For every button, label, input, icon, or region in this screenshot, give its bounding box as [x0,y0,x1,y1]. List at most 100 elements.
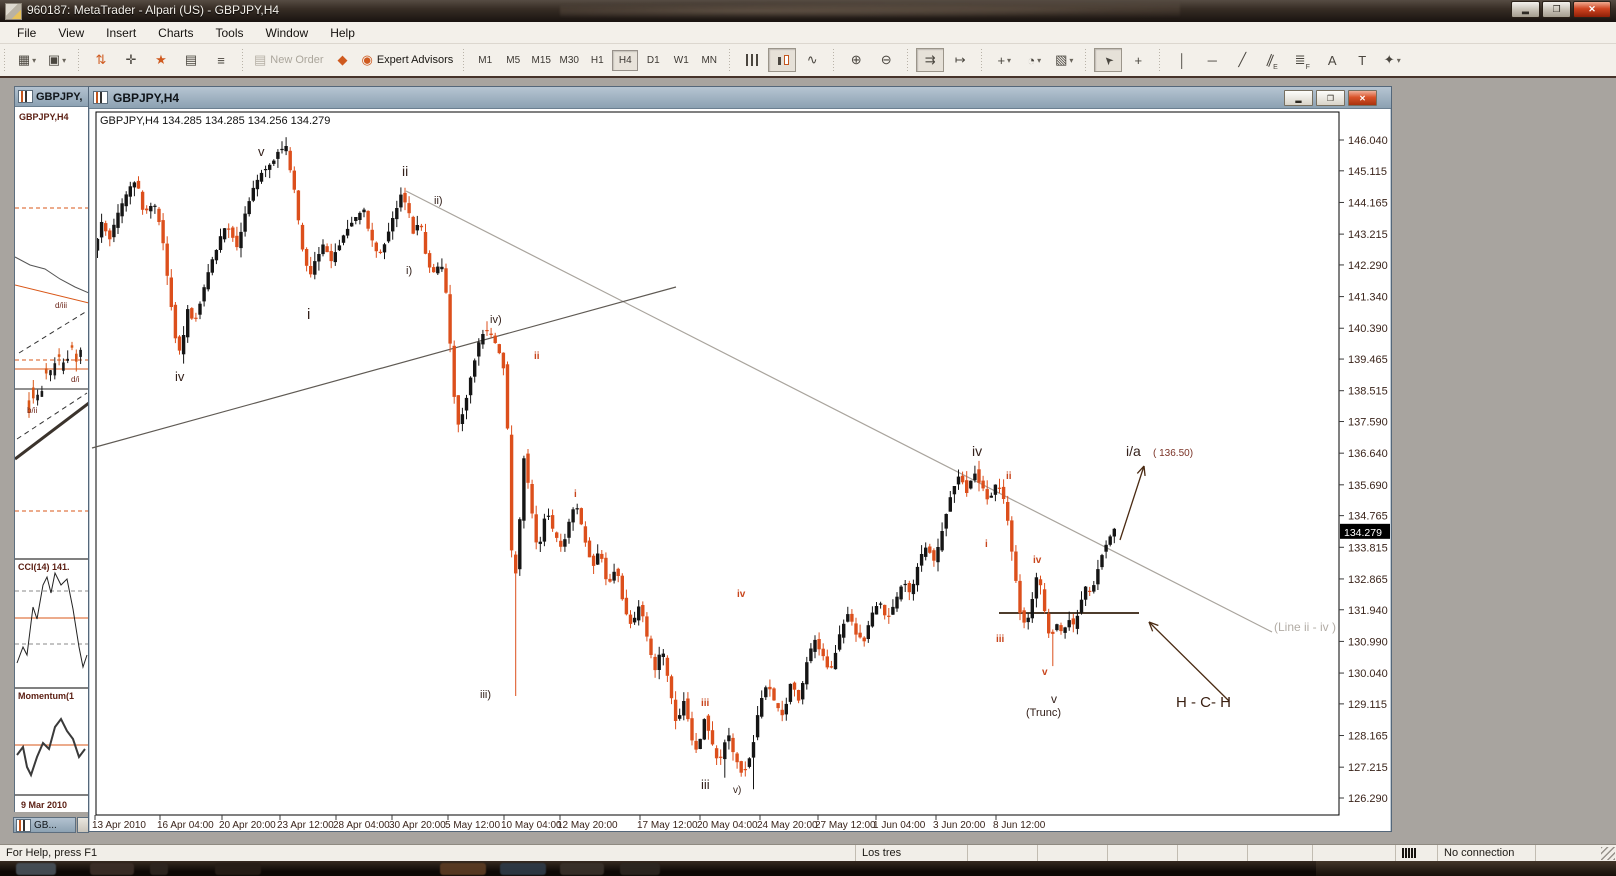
auto-scroll-button[interactable]: ⇉ [916,48,945,72]
vertical-line-button[interactable]: │ [1168,48,1196,72]
timeframe-M5-button[interactable]: M5 [506,54,521,66]
price-chart[interactable]: 146.040 145.115 144.165 143.215 142.290 141.3… [90,109,1390,831]
navigator-button[interactable]: ✛ [117,48,145,72]
templates-icon: ▧ [1055,52,1068,67]
timeframe-M15-button[interactable]: M15 [531,54,551,66]
market-watch-button[interactable]: ⇅ [87,48,115,72]
crosshair-button[interactable]: + [1124,48,1152,72]
svg-text:ii: ii [534,351,540,362]
fibonacci-button[interactable]: ≣ F [1288,48,1316,72]
timeframe-D1-button[interactable]: D1 [646,54,660,66]
text-button[interactable]: A [1318,48,1346,72]
toolbar-group-grip [1158,49,1163,71]
timeframe-H1-button[interactable]: H1 [590,54,604,66]
strategy-tester-button[interactable]: ▤ [177,48,205,72]
timeframe-MN-button[interactable]: MN [701,54,718,66]
chart-window-titlebar[interactable]: GBPJPY,H4 ▂ ❐ ✕ [89,87,1391,109]
arrows-button[interactable]: ✦ ▾ [1378,48,1406,72]
svg-text:131.940: 131.940 [1348,605,1388,617]
taskbar-app-icon[interactable] [440,863,486,875]
trendline-button[interactable]: ╱ [1228,48,1256,72]
periods-dropdown-icon[interactable]: ▾ [1037,55,1042,65]
timeframe-M1-button[interactable]: M1 [478,54,493,66]
svg-text:ii: ii [1006,471,1012,482]
zoom-in-button[interactable]: ⊕ [842,48,870,72]
chart-window[interactable]: GBPJPY,H4 ▂ ❐ ✕ 146.040 145.115 144.165 143.2… [88,86,1392,832]
toolbar-group: ⇅ ✛ ★ ▤ ≡ [84,46,240,74]
templates-dropdown-icon[interactable]: ▾ [1069,55,1074,65]
svg-text:16 Apr 04:00: 16 Apr 04:00 [157,820,214,831]
toolbar: ▦ ▾ ▣ ▾ ⇅ ✛ ★ ▤ ≡ ▤ New Order ◆ ◉ Expert Advisors M1 M5… [0,44,1616,78]
menu-view[interactable]: View [58,25,85,40]
taskbar-app-icon[interactable] [90,863,134,875]
profiles-button[interactable]: ▣ ▾ [43,48,71,72]
svg-text:20 May 04:00: 20 May 04:00 [697,820,758,831]
taskbar-app-icon[interactable] [150,863,168,875]
periods-button[interactable]: ◔ ▾ [1020,48,1048,72]
cursor-button[interactable]: ➤ [1094,48,1123,72]
new-chart-dropdown-icon[interactable]: ▾ [32,55,37,65]
svg-text:143.215: 143.215 [1348,229,1388,241]
taskbar-app-icon[interactable] [16,863,56,875]
chart-close-button[interactable]: ✕ [1348,90,1377,106]
close-button[interactable]: ✕ [1573,1,1611,18]
menu-insert[interactable]: Insert [106,25,137,40]
svg-text:28 Apr 04:00: 28 Apr 04:00 [333,820,390,831]
windows-taskbar[interactable] [0,861,1616,876]
new-order-button[interactable]: ▤ New Order [251,48,326,72]
taskbar-app-icon[interactable] [215,863,261,875]
svg-text:130.040: 130.040 [1348,668,1388,680]
minimized-window-tab[interactable]: GB... [13,817,76,833]
text-label-button[interactable]: T [1348,48,1376,72]
menu-help[interactable]: Help [330,25,355,40]
menu-file[interactable]: File [17,25,37,40]
svg-text:CCI(14) 141.: CCI(14) 141. [18,562,70,572]
indicators-button[interactable]: + ▾ [990,48,1018,72]
text-icon: A [1327,52,1337,68]
horizontal-line-button[interactable]: ─ [1198,48,1226,72]
chart-bars-button[interactable] [738,48,766,72]
background-chart-window[interactable]: GBPJPY, GBPJPY,H4 d/iii d/i b/ii CCI(14) 141… [14,86,90,812]
data-window-button[interactable]: ≡ [207,48,235,72]
timeframe-W1-button[interactable]: W1 [673,54,689,66]
toolbar-group: │ ─ ╱ ∥ E ≣ F A T ✦ ▾ [1165,46,1411,74]
terminal-button[interactable]: ★ [147,48,175,72]
indicators-dropdown-icon[interactable]: ▾ [1007,55,1012,65]
market-watch-icon: ⇅ [95,52,107,67]
background-window-titlebar[interactable]: GBPJPY, [15,87,89,107]
chart-candles-button[interactable] [768,48,797,72]
profiles-dropdown-icon[interactable]: ▾ [62,55,67,65]
restore-button[interactable]: ❐ [1542,1,1571,18]
menu-window[interactable]: Window [265,25,309,40]
arrows-dropdown-icon[interactable]: ▾ [1396,55,1401,65]
new-chart-button[interactable]: ▦ ▾ [13,48,41,72]
menu-tools[interactable]: Tools [215,25,244,40]
navigator-icon: ✛ [125,52,137,67]
taskbar-app-icon[interactable] [560,863,604,875]
data-window-icon: ≡ [217,52,225,68]
timeframe-H4-button[interactable]: H4 [612,49,639,71]
zoom-out-button[interactable]: ⊖ [872,48,900,72]
taskbar-app-icon[interactable] [500,863,546,875]
chart-shift-button[interactable]: ↦ [946,48,974,72]
templates-button[interactable]: ▧ ▾ [1050,48,1078,72]
chart-area[interactable]: 146.040 145.115 144.165 143.215 142.290 141.3… [90,109,1390,831]
timeframe-M30-button[interactable]: M30 [559,54,579,66]
chart-restore-button[interactable]: ❐ [1316,90,1345,106]
expert-advisors-button[interactable]: ◉ Expert Advisors [358,48,456,72]
svg-text:d/i: d/i [71,375,80,384]
taskbar-app-icon[interactable] [620,863,660,875]
equidistant-channel-button[interactable]: ∥ E [1258,48,1286,72]
resize-grip-icon[interactable] [1601,847,1615,860]
menu-charts[interactable]: Charts [158,25,194,40]
chart-line-button[interactable]: ∿ [798,48,826,72]
svg-text:30 Apr 20:00: 30 Apr 20:00 [389,820,446,831]
status-bar: For Help, press F1 Los tres No connectio… [0,844,1616,862]
app-titlebar[interactable]: 960187: MetaTrader - Alpari (US) - GBPJP… [0,0,1616,22]
toolbar-group: ⊕ ⊖ [839,46,905,74]
minimize-button[interactable]: ▂ [1511,1,1540,18]
status-cell [1312,845,1395,861]
toolbar-group: ▦ ▾ ▣ ▾ [10,46,76,74]
metaeditor-button[interactable]: ◆ [328,48,356,72]
chart-minimize-button[interactable]: ▂ [1284,90,1313,106]
